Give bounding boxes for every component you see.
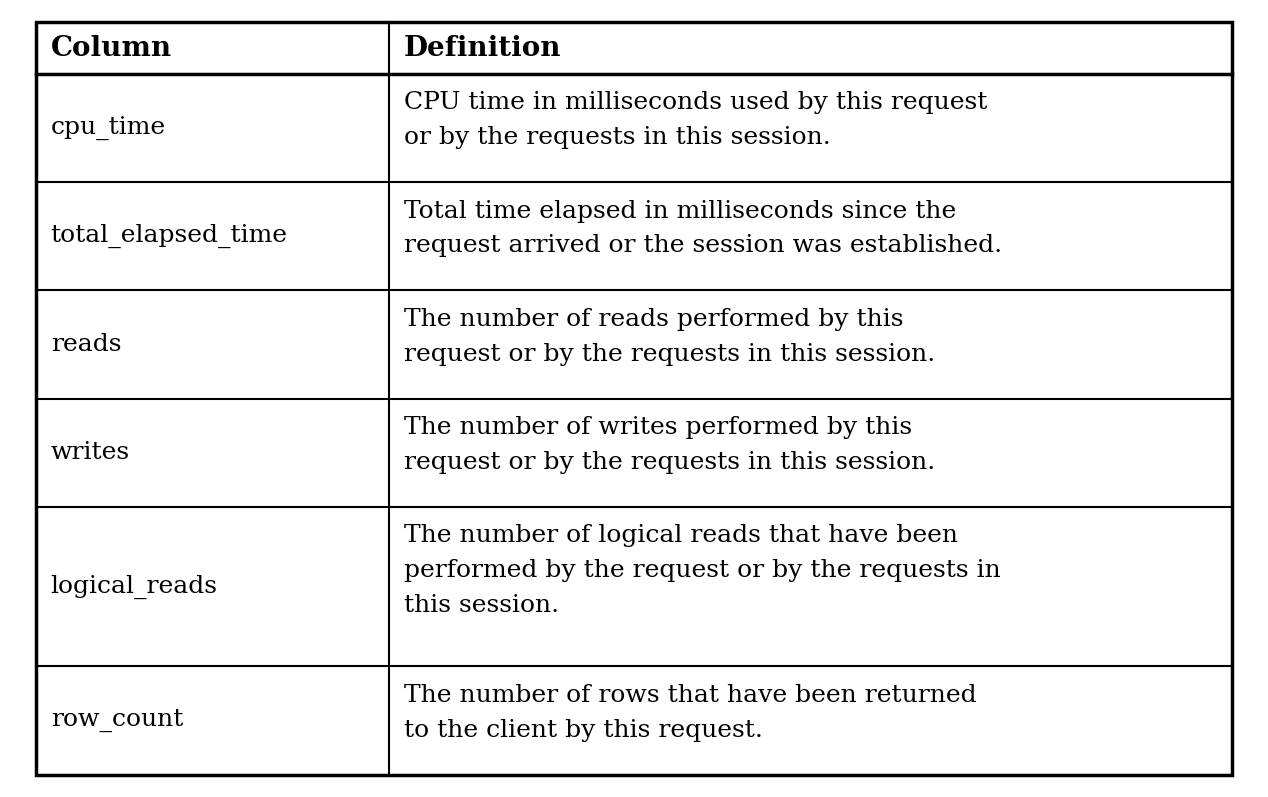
Text: logical_reads: logical_reads <box>51 575 218 599</box>
Text: row_count: row_count <box>51 709 183 732</box>
Text: Definition: Definition <box>403 34 562 61</box>
Text: Column: Column <box>51 34 172 61</box>
Text: total_elapsed_time: total_elapsed_time <box>51 224 288 248</box>
Text: The number of rows that have been returned
to the client by this request.: The number of rows that have been return… <box>403 684 976 742</box>
Text: CPU time in milliseconds used by this request
or by the requests in this session: CPU time in milliseconds used by this re… <box>403 92 988 149</box>
Text: The number of writes performed by this
request or by the requests in this sessio: The number of writes performed by this r… <box>403 416 935 473</box>
Text: reads: reads <box>51 333 122 356</box>
Text: writes: writes <box>51 441 129 464</box>
Text: The number of reads performed by this
request or by the requests in this session: The number of reads performed by this re… <box>403 308 935 366</box>
Text: The number of logical reads that have been
performed by the request or by the re: The number of logical reads that have be… <box>403 524 1000 617</box>
Text: cpu_time: cpu_time <box>51 116 166 140</box>
Text: Total time elapsed in milliseconds since the
request arrived or the session was : Total time elapsed in milliseconds since… <box>403 199 1002 257</box>
